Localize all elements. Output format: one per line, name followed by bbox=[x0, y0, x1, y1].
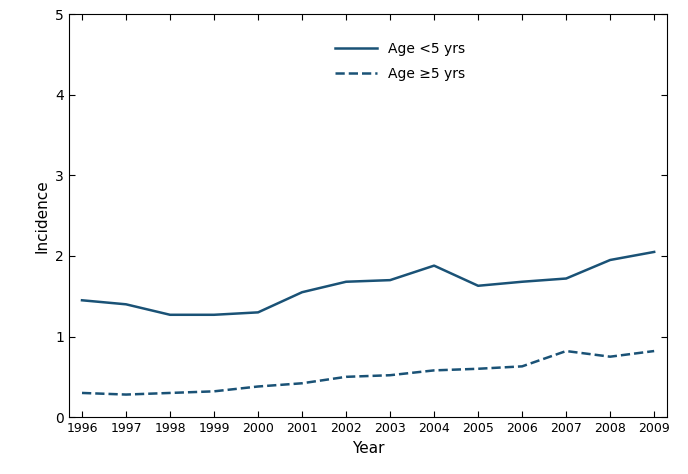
Legend: Age <5 yrs, Age ≥5 yrs: Age <5 yrs, Age ≥5 yrs bbox=[327, 33, 474, 89]
Age ≥5 yrs bbox=[386, 373, 394, 378]
Line: Age ≥5 yrs: Age ≥5 yrs bbox=[82, 351, 654, 394]
Age ≥5 yrs bbox=[474, 366, 482, 372]
Age ≥5 yrs bbox=[210, 389, 218, 394]
Age <5 yrs bbox=[254, 310, 262, 315]
Line: Age <5 yrs: Age <5 yrs bbox=[82, 252, 654, 315]
Age <5 yrs bbox=[430, 263, 438, 268]
Age <5 yrs bbox=[342, 279, 350, 284]
Age <5 yrs bbox=[78, 298, 86, 303]
Age <5 yrs bbox=[606, 257, 614, 263]
Age ≥5 yrs bbox=[430, 367, 438, 373]
X-axis label: Year: Year bbox=[352, 440, 385, 456]
Age ≥5 yrs bbox=[562, 348, 570, 354]
Age ≥5 yrs bbox=[78, 390, 86, 396]
Age <5 yrs bbox=[166, 312, 174, 318]
Age ≥5 yrs bbox=[342, 374, 350, 380]
Age <5 yrs bbox=[562, 276, 570, 282]
Age ≥5 yrs bbox=[298, 381, 306, 386]
Age <5 yrs bbox=[122, 301, 130, 307]
Age <5 yrs bbox=[210, 312, 218, 318]
Y-axis label: Incidence: Incidence bbox=[34, 179, 50, 253]
Age <5 yrs bbox=[650, 249, 658, 255]
Age <5 yrs bbox=[298, 289, 306, 295]
Age <5 yrs bbox=[474, 283, 482, 289]
Age ≥5 yrs bbox=[650, 348, 658, 354]
Age <5 yrs bbox=[518, 279, 526, 284]
Age ≥5 yrs bbox=[518, 364, 526, 369]
Age ≥5 yrs bbox=[122, 392, 130, 397]
Age ≥5 yrs bbox=[606, 354, 614, 360]
Age ≥5 yrs bbox=[166, 390, 174, 396]
Age ≥5 yrs bbox=[254, 383, 262, 389]
Age <5 yrs bbox=[386, 277, 394, 283]
